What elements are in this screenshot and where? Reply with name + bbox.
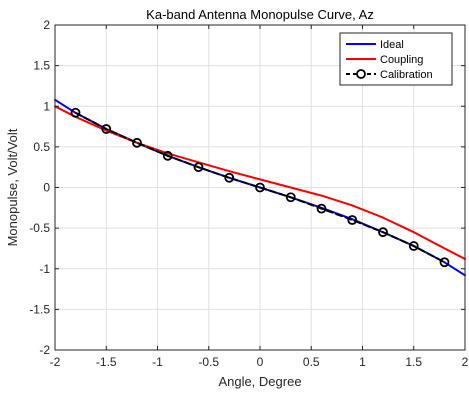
data-point-calibration: [224, 172, 235, 183]
x-tick-label: 0: [257, 355, 264, 369]
x-tick-label: -0.5: [198, 355, 219, 369]
series-line-calibration: [74, 111, 446, 264]
data-point-calibration: [255, 182, 265, 193]
y-tick-label: -1.5: [29, 302, 50, 316]
data-point-calibration: [70, 107, 81, 118]
data-point-calibration: [285, 192, 296, 203]
data-point-calibration: [316, 203, 327, 214]
x-tick-label: -2: [50, 355, 61, 369]
data-point-calibration: [132, 137, 142, 148]
chart-title: Ka-band Antenna Monopulse Curve, Az: [146, 7, 374, 22]
y-axis-label: Monopulse, Volt/Volt: [5, 128, 20, 246]
y-tick-label: 0.5: [33, 140, 50, 154]
axis-ticks: -2 -1.5 -1 -0.5 0 0.5 1 1.5 2 -2 -1.5 -1 -0.5 0 0.5 1 1.…: [29, 18, 468, 369]
y-tick-label: 1: [43, 99, 50, 113]
x-tick-label: 1.5: [405, 355, 422, 369]
data-point-calibration: [162, 150, 173, 161]
legend-item-ideal: Ideal: [346, 39, 404, 51]
y-tick-label: -2: [39, 343, 50, 357]
y-tick-label: 1.5: [33, 59, 50, 73]
y-tick-label: 0: [43, 181, 50, 195]
y-tick-label: -1: [39, 262, 50, 276]
legend-label: Calibration: [380, 69, 433, 81]
x-tick-label: -1.5: [96, 355, 117, 369]
x-tick-label: 2: [462, 355, 469, 369]
legend-item-coupling: Coupling: [346, 54, 423, 66]
legend-marker: [356, 69, 366, 79]
data-point-calibration: [347, 215, 358, 225]
data-point-calibration: [193, 162, 204, 173]
x-tick-label: 0.5: [303, 355, 320, 369]
data-point-calibration: [408, 241, 419, 251]
legend-label: Coupling: [380, 54, 423, 66]
series-line-coupling: [54, 105, 466, 260]
legend-item-calibration: Calibration: [346, 69, 433, 81]
data-point-calibration: [101, 124, 112, 134]
y-tick-label: -0.5: [29, 221, 50, 235]
x-axis-label: Angle, Degree: [218, 374, 301, 389]
legend: Ideal Coupling Calibration: [339, 32, 453, 86]
data-point-calibration: [439, 257, 450, 268]
x-tick-label: -1: [152, 355, 163, 369]
x-tick-label: 1: [359, 355, 366, 369]
data-point-calibration: [378, 227, 388, 238]
series-calibration: [70, 107, 450, 268]
series-layer: [54, 98, 466, 277]
y-tick-label: 2: [43, 18, 50, 32]
series-coupling: [54, 105, 466, 260]
legend-label: Ideal: [380, 39, 404, 51]
